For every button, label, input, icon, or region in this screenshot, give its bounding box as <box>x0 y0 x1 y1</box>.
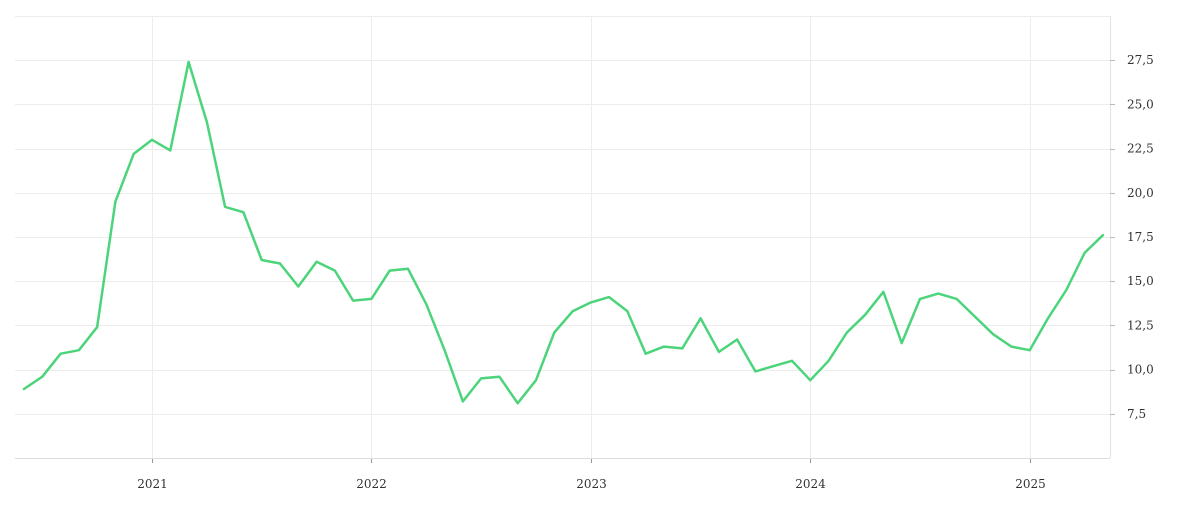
data-point[interactable] <box>239 208 247 216</box>
data-point[interactable] <box>258 256 266 264</box>
data-point[interactable] <box>660 343 668 351</box>
data-point[interactable] <box>678 344 686 352</box>
data-point[interactable] <box>422 300 430 308</box>
data-point[interactable] <box>1062 286 1070 294</box>
data-point[interactable] <box>733 336 741 344</box>
data-point[interactable] <box>861 311 869 319</box>
data-point[interactable] <box>148 136 156 144</box>
series-layer <box>20 58 1107 407</box>
y-tick-label: 12,5 <box>1127 318 1154 332</box>
data-point[interactable] <box>386 267 394 275</box>
data-point[interactable] <box>587 298 595 306</box>
data-point[interactable] <box>276 260 284 268</box>
data-point[interactable] <box>806 376 814 384</box>
data-point[interactable] <box>514 399 522 407</box>
data-point[interactable] <box>697 314 705 322</box>
data-point[interactable] <box>221 203 229 211</box>
data-point[interactable] <box>751 367 759 375</box>
x-tick-label: 2022 <box>356 477 387 491</box>
data-point[interactable] <box>441 346 449 354</box>
data-point[interactable] <box>642 350 650 358</box>
data-point[interactable] <box>953 295 961 303</box>
data-point[interactable] <box>569 307 577 315</box>
axes: 2021 2022 2023 2024 2025 7,5 10,0 12,5 15,0 17,5 2… <box>15 16 1154 491</box>
data-point[interactable] <box>605 293 613 301</box>
grid <box>15 16 1110 459</box>
data-point[interactable] <box>971 313 979 321</box>
data-point[interactable] <box>93 323 101 331</box>
data-point[interactable] <box>770 362 778 370</box>
y-tick-label: 25,0 <box>1127 97 1154 111</box>
data-point[interactable] <box>532 376 540 384</box>
data-point[interactable] <box>715 348 723 356</box>
data-point[interactable] <box>788 357 796 365</box>
x-tick-label: 2021 <box>137 477 168 491</box>
y-tick-label: 22,5 <box>1127 142 1154 156</box>
data-point[interactable] <box>331 267 339 275</box>
x-tick-label: 2025 <box>1015 477 1046 491</box>
y-tick-label: 17,5 <box>1127 230 1154 244</box>
data-point[interactable] <box>1007 343 1015 351</box>
data-point[interactable] <box>843 329 851 337</box>
x-tick-label: 2023 <box>576 477 607 491</box>
data-point[interactable] <box>57 350 65 358</box>
data-point[interactable] <box>1026 346 1034 354</box>
data-point[interactable] <box>898 339 906 347</box>
data-point[interactable] <box>313 258 321 266</box>
y-tick-label: 20,0 <box>1127 186 1154 200</box>
data-point[interactable] <box>130 150 138 158</box>
data-point[interactable] <box>1081 249 1089 257</box>
data-point[interactable] <box>916 295 924 303</box>
data-point[interactable] <box>75 346 83 354</box>
y-tick-label: 15,0 <box>1127 274 1154 288</box>
data-point[interactable] <box>404 265 412 273</box>
data-point[interactable] <box>20 385 28 393</box>
data-point[interactable] <box>294 283 302 291</box>
data-point[interactable] <box>623 307 631 315</box>
data-point[interactable] <box>367 295 375 303</box>
data-point[interactable] <box>879 288 887 296</box>
data-point[interactable] <box>203 118 211 126</box>
data-point[interactable] <box>349 297 357 305</box>
y-tick-label: 10,0 <box>1127 363 1154 377</box>
data-point[interactable] <box>1044 314 1052 322</box>
data-point[interactable] <box>1099 231 1107 239</box>
data-point[interactable] <box>989 330 997 338</box>
data-point[interactable] <box>477 374 485 382</box>
data-point[interactable] <box>825 357 833 365</box>
data-point[interactable] <box>550 329 558 337</box>
data-point[interactable] <box>38 373 46 381</box>
data-point[interactable] <box>934 290 942 298</box>
y-tick-label: 27,5 <box>1127 53 1154 67</box>
data-point[interactable] <box>111 198 119 206</box>
y-tick-label: 7,5 <box>1127 407 1146 421</box>
x-tick-label: 2024 <box>795 477 826 491</box>
data-point[interactable] <box>185 58 193 66</box>
data-point[interactable] <box>459 397 467 405</box>
data-point[interactable] <box>495 373 503 381</box>
series-line <box>22 60 1105 405</box>
data-point[interactable] <box>166 146 174 154</box>
